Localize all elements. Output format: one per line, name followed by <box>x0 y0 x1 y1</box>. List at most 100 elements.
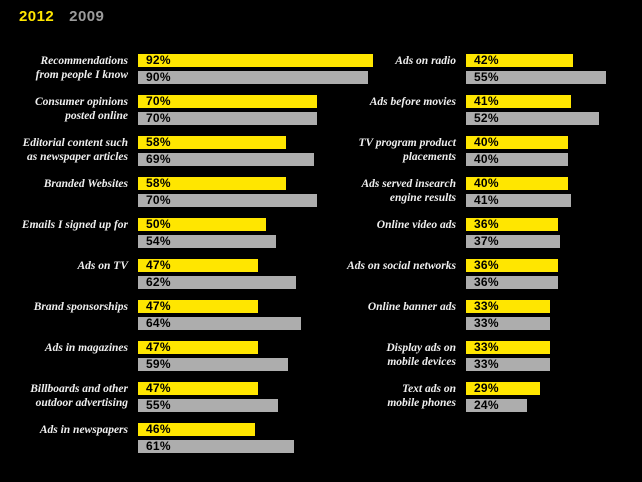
bar-pair: 47% 64% <box>138 300 398 330</box>
bar-value-2009: 54% <box>146 234 171 248</box>
chart-row: Ads on radio 42% 55% <box>334 54 642 84</box>
category-label-line: Ads in newspapers <box>39 424 128 436</box>
legend-2012-label: 2012 <box>19 8 55 25</box>
category-label: Branded Websites <box>16 177 138 207</box>
category-label: Emails I signed up for <box>16 218 138 248</box>
chart-row: Online banner ads 33% 33% <box>334 300 642 330</box>
category-label: Online video ads <box>334 218 466 248</box>
chart-row: Ads on TV 47% 62% <box>16 259 398 289</box>
bar-value-2009: 55% <box>474 70 499 84</box>
bar-2009: 62% <box>138 276 297 289</box>
bar-2009: 70% <box>138 112 317 125</box>
bar-2009: 33% <box>466 317 551 330</box>
bar-value-2012: 70% <box>146 94 171 108</box>
bar-2012: 42% <box>466 54 574 67</box>
category-label: Editorial content such as newspaper artic… <box>16 136 138 166</box>
bar-value-2009: 40% <box>474 152 499 166</box>
category-label-line: mobile phones <box>387 397 456 409</box>
bar-value-2009: 33% <box>474 357 499 371</box>
category-label-line: posted online <box>65 110 128 122</box>
category-label-line: mobile devices <box>387 356 456 368</box>
bar-value-2012: 33% <box>474 340 499 354</box>
bar-value-2012: 47% <box>146 299 171 313</box>
chart-row: Branded Websites 58% 70% <box>16 177 398 207</box>
category-label: Recommendations from people I know <box>16 54 138 84</box>
category-label: Text ads on mobile phones <box>334 382 466 412</box>
category-label: Consumer opinions posted online <box>16 95 138 125</box>
bar-2012: 47% <box>138 300 258 313</box>
category-label-line: outdoor advertising <box>35 397 128 409</box>
bar-value-2009: 64% <box>146 316 171 330</box>
category-label: Display ads on mobile devices <box>334 341 466 371</box>
bar-value-2009: 70% <box>146 111 171 125</box>
category-label: Ads before movies <box>334 95 466 125</box>
category-label-line: Ads served insearch <box>361 178 456 190</box>
bar-value-2009: 69% <box>146 152 171 166</box>
category-label-line: as newspaper articles <box>27 151 128 163</box>
category-label-line: Online video ads <box>376 219 456 231</box>
bar-value-2009: 52% <box>474 111 499 125</box>
bar-2012: 92% <box>138 54 373 67</box>
bar-value-2009: 37% <box>474 234 499 248</box>
category-label: TV program product placements <box>334 136 466 166</box>
chart-row: Billboards and other outdoor advertising … <box>16 382 398 412</box>
bar-pair: 47% 55% <box>138 382 398 412</box>
bar-2009: 55% <box>466 70 607 84</box>
bar-2009: 52% <box>466 112 599 125</box>
legend: 2012 2009 <box>19 8 104 25</box>
bar-value-2012: 47% <box>146 340 171 354</box>
bar-pair: 42% 55% <box>466 54 642 84</box>
bar-2012: 40% <box>466 136 568 149</box>
bar-2012: 47% <box>138 259 258 272</box>
bar-value-2012: 46% <box>146 422 171 436</box>
category-label-line: Consumer opinions <box>35 96 128 108</box>
category-label-line: Ads on social networks <box>347 260 456 272</box>
bar-value-2009: 61% <box>146 439 171 453</box>
bar-pair: 58% 69% <box>138 136 398 166</box>
chart-column-right: Ads on radio 42% 55% Ads before movies 4… <box>334 54 642 423</box>
chart-row: Emails I signed up for 50% 54% <box>16 218 398 248</box>
bar-2009: 61% <box>138 440 294 453</box>
bar-value-2012: 36% <box>474 217 499 231</box>
bar-value-2012: 40% <box>474 135 499 149</box>
bar-2012: 47% <box>138 341 258 354</box>
bar-pair: 29% 24% <box>466 382 642 412</box>
bar-value-2009: 59% <box>146 357 171 371</box>
bar-value-2009: 55% <box>146 398 171 412</box>
category-label: Brand sponsorships <box>16 300 138 330</box>
bar-value-2012: 47% <box>146 258 171 272</box>
bar-value-2012: 58% <box>146 176 171 190</box>
bar-2009: 90% <box>138 71 368 84</box>
bar-2009: 37% <box>466 234 561 248</box>
bar-2009: 64% <box>138 316 302 330</box>
bar-2009: 54% <box>138 235 276 248</box>
category-label-line: Editorial content such <box>22 137 128 149</box>
bar-pair: 92% 90% <box>138 54 398 84</box>
category-label-line: Online banner ads <box>367 301 456 313</box>
bar-pair: 33% 33% <box>466 341 642 371</box>
category-label: Ads in newspapers <box>16 423 138 453</box>
bar-value-2009: 36% <box>474 275 499 289</box>
bar-pair: 33% 33% <box>466 300 642 330</box>
bar-2012: 36% <box>466 218 558 231</box>
bar-2012: 40% <box>466 177 568 190</box>
category-label-line: Billboards and other <box>30 383 128 395</box>
category-label: Ads on TV <box>16 259 138 289</box>
bar-value-2012: 58% <box>146 135 171 149</box>
category-label-line: Text ads on <box>402 383 456 395</box>
bar-pair: 50% 54% <box>138 218 398 248</box>
category-label-line: Branded Websites <box>43 178 128 190</box>
bar-pair: 47% 59% <box>138 341 398 371</box>
chart-row: Brand sponsorships 47% 64% <box>16 300 398 330</box>
category-label: Ads served insearch engine results <box>334 177 466 207</box>
chart-column-left: Recommendations from people I know 92% 90… <box>16 54 398 464</box>
category-label: Ads in magazines <box>16 341 138 371</box>
chart-row: Recommendations from people I know 92% 90… <box>16 54 398 84</box>
bar-2012: 33% <box>466 340 551 354</box>
chart-row: Display ads on mobile devices 33% 33% <box>334 341 642 371</box>
bar-value-2012: 41% <box>474 94 499 108</box>
bar-pair: 36% 37% <box>466 218 642 248</box>
category-label-line: Ads on TV <box>77 260 129 272</box>
bar-2012: 58% <box>138 136 286 149</box>
